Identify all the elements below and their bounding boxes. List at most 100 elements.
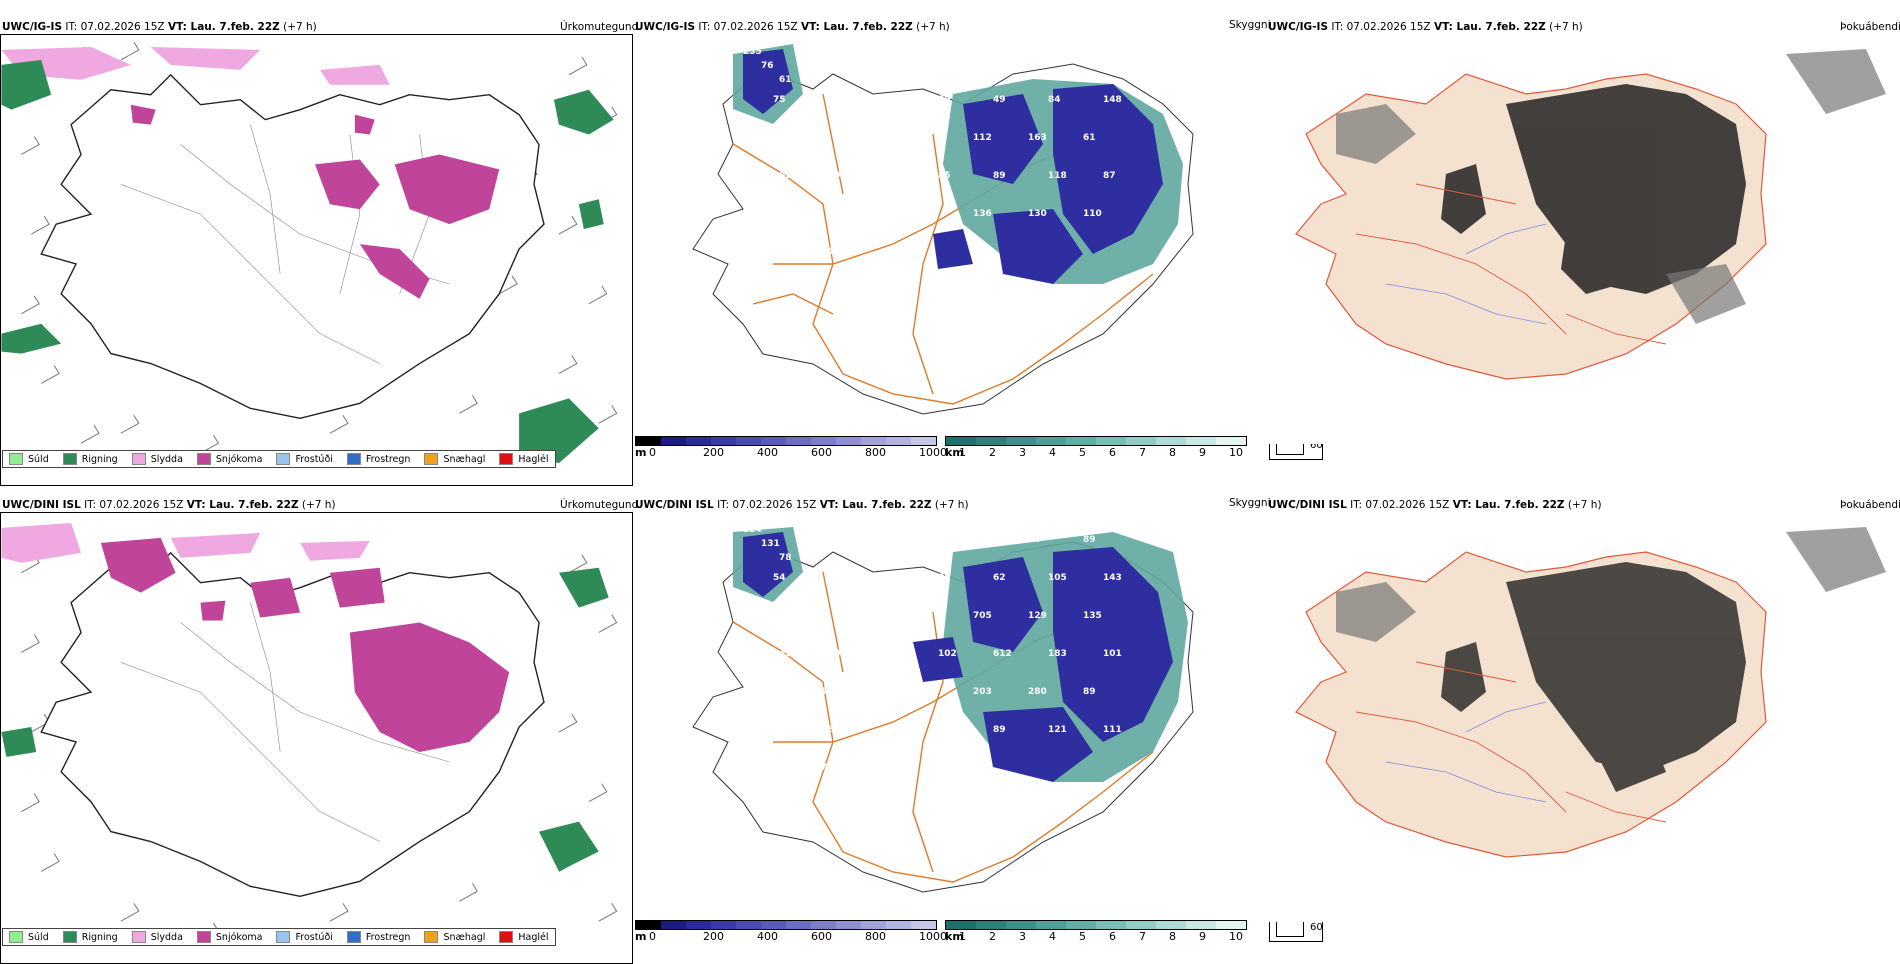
legend-swatch xyxy=(424,931,439,943)
visibility-value-label: 86 xyxy=(938,573,951,583)
colorbar-segment xyxy=(946,921,976,929)
precip-type-legend: Súld Rigning Slydda Snjókoma Frostúði Fr… xyxy=(2,928,556,946)
visibility-panel-ig: UWC/IG-IS IT: 07.02.2026 15Z VT: Lau. 7.… xyxy=(633,14,1323,466)
colorbar-segment xyxy=(1036,921,1066,929)
colorbar-tick-label: 2 xyxy=(989,930,996,943)
colorbar-segment xyxy=(1156,921,1186,929)
colorbar-segment xyxy=(1006,921,1036,929)
colorbar-segment xyxy=(711,921,736,929)
visibility-value-label: 111 xyxy=(1103,725,1122,735)
visibility-value-label: 499 xyxy=(828,171,847,181)
panel-header: UWC/IG-IS IT: 07.02.2026 15Z VT: Lau. 7.… xyxy=(1268,21,1583,33)
visibility-value-label: 131 xyxy=(753,763,772,773)
visibility-value-label: 46 xyxy=(753,611,766,621)
visibility-value-label: 45 xyxy=(883,171,896,181)
visibility-value-label: 87 xyxy=(808,133,821,143)
visibility-value-label: 224 xyxy=(743,525,762,535)
legend-swatch xyxy=(276,453,291,465)
colorbar-tick-label: 200 xyxy=(703,446,724,459)
colorbar-segment xyxy=(1156,437,1186,445)
visibility-value-label: 282 xyxy=(773,171,792,181)
colorbar-tick-label: 10 xyxy=(1229,446,1243,459)
colorbar-tick-label: 3 xyxy=(1019,930,1026,943)
colorbar-segment xyxy=(886,437,911,445)
visibility-value-label: 78 xyxy=(779,553,792,563)
legend-swatch xyxy=(346,453,361,465)
visibility-value-label: 118 xyxy=(1048,171,1067,181)
elevation-colorbar xyxy=(635,920,937,930)
colorbar-tick-label: 6 xyxy=(1109,446,1116,459)
visibility-value-label: 655 xyxy=(808,687,827,697)
colorbar-tick-label: 600 xyxy=(811,930,832,943)
colorbar-tick-label: 1000 xyxy=(919,446,947,459)
colorbar-tick-label: 9 xyxy=(1199,930,1206,943)
visibility-value-label: 118 xyxy=(883,649,902,659)
colorbar-segment xyxy=(886,921,911,929)
colorbar-tick-label: 800 xyxy=(865,446,886,459)
precip-type-legend: Súld Rigning Slydda Snjókoma Frostúði Fr… xyxy=(2,450,556,468)
panel-header: UWC/IG-IS IT: 07.02.2026 15Z VT: Lau. 7.… xyxy=(635,21,950,33)
colorbar-segment xyxy=(1066,921,1096,929)
visibility-value-label: 129 xyxy=(1028,611,1047,621)
visibility-value-label: 101 xyxy=(1103,649,1122,659)
fog-map xyxy=(1266,34,1900,444)
colorbar-tick-label: 7 xyxy=(1139,446,1146,459)
visibility-value-label: 88 xyxy=(863,611,876,621)
elevation-colorbar xyxy=(635,436,937,446)
panel-header: UWC/DINI ISL IT: 07.02.2026 15Z VT: Lau.… xyxy=(635,499,969,511)
visibility-value-label: 70 xyxy=(773,247,786,257)
colorbar-tick-label: 0 xyxy=(649,446,656,459)
panel-header: UWC/DINI ISL IT: 07.02.2026 15Z VT: Lau.… xyxy=(2,499,336,511)
colorbar-segment xyxy=(836,921,861,929)
panel-title: Úrkomutegund xyxy=(560,499,639,511)
colorbar-tick-label: 1 xyxy=(959,446,966,459)
visibility-value-label: 85 xyxy=(938,171,951,181)
visibility-value-label: 110 xyxy=(1083,209,1102,219)
colorbar-unit: m xyxy=(635,446,647,459)
visibility-value-label: 55 xyxy=(973,535,986,545)
colorbar-segment xyxy=(861,921,886,929)
visibility-value-label: 121 xyxy=(1048,725,1067,735)
colorbar-segment xyxy=(976,437,1006,445)
visibility-value-label: 72 xyxy=(863,209,876,219)
colorbar-unit: km xyxy=(945,446,964,459)
visibility-value-label: 77 xyxy=(808,209,821,219)
colorbar-segment xyxy=(811,437,836,445)
legend-swatch xyxy=(499,453,514,465)
visibility-value-label: 87 xyxy=(1103,171,1116,181)
panel-title: Þokuábendi xyxy=(1840,21,1900,33)
visibility-value-label: 76 xyxy=(898,535,911,545)
legend-swatch xyxy=(499,931,514,943)
legend-swatch xyxy=(131,453,146,465)
visibility-value-label: 235 xyxy=(743,47,762,57)
visibility-value-label: 203 xyxy=(973,687,992,697)
colorbar-segment xyxy=(1126,921,1156,929)
visibility-value-label: 842 xyxy=(773,725,792,735)
cloud-base-colorbar xyxy=(945,436,1247,446)
visibility-value-label: 64 xyxy=(1028,535,1041,545)
legend-swatch xyxy=(196,931,211,943)
visibility-value-label: 63 xyxy=(828,95,841,105)
visibility-value-label: 180 xyxy=(883,725,902,735)
visibility-value-label: 86 xyxy=(863,133,876,143)
visibility-value-label: 103 xyxy=(898,57,917,67)
fog-panel-ig: UWC/IG-IS IT: 07.02.2026 15Z VT: Lau. 7.… xyxy=(1266,14,1900,466)
visibility-value-label: 85 xyxy=(828,725,841,735)
visibility-value-label: 143 xyxy=(1103,573,1122,583)
colorbar-tick-label: 1000 xyxy=(919,930,947,943)
colorbar-segment xyxy=(946,437,976,445)
visibility-value-label: 107 xyxy=(753,133,772,143)
colorbar-segment xyxy=(1096,921,1126,929)
visibility-value-label: 163 xyxy=(1028,133,1047,143)
legend-swatch xyxy=(62,453,77,465)
legend-swatch xyxy=(9,453,23,465)
colorbar-tick-label: 8 xyxy=(1169,930,1176,943)
colorbar-segment xyxy=(636,437,661,445)
visibility-value-label: 89 xyxy=(993,171,1006,181)
colorbar-segment xyxy=(1126,437,1156,445)
fog-panel-dini: UWC/DINI ISL IT: 07.02.2026 15Z VT: Lau.… xyxy=(1266,492,1900,950)
colorbar-segment xyxy=(1036,437,1066,445)
visibility-value-label: 75 xyxy=(773,95,786,105)
visibility-value-label: 160 xyxy=(828,247,847,257)
panel-title: Úrkomutegund xyxy=(560,21,639,33)
